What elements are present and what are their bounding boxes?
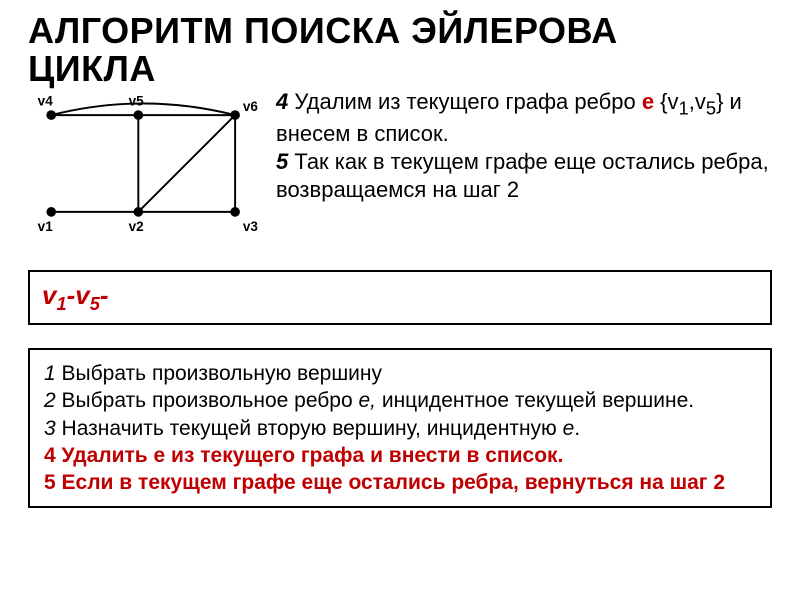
step-4-num: 4	[276, 89, 288, 114]
svg-text:v3: v3	[243, 219, 259, 234]
svg-text:v2: v2	[129, 219, 144, 234]
graph-diagram: v4 v5 v6 v1 v2 v3	[28, 88, 268, 238]
step-5-num: 5	[276, 149, 288, 174]
svg-text:v5: v5	[129, 93, 145, 108]
algorithm-box: 1 Выбрать произвольную вершину 2 Выбрать…	[28, 348, 772, 508]
step-5-text: 5 Так как в текущем графе еще остались р…	[276, 148, 772, 204]
title-line-1: АЛГОРИТМ ПОИСКА ЭЙЛЕРОВА	[28, 10, 618, 51]
top-section: v4 v5 v6 v1 v2 v3 4 Удалим из текущего графа …	[28, 88, 772, 238]
alg-step-4: 4 Удалить e из текущего графа и внести в…	[44, 442, 756, 469]
svg-text:v1: v1	[38, 219, 54, 234]
title-line-2: ЦИКЛА	[28, 48, 156, 89]
edge-e: e	[642, 89, 654, 114]
svg-text:v4: v4	[38, 93, 54, 108]
svg-text:v6: v6	[243, 99, 259, 114]
alg-step-5: 5 Если в текущем графе еще остались ребр…	[44, 469, 756, 496]
slide-title: АЛГОРИТМ ПОИСКА ЭЙЛЕРОВА ЦИКЛА	[28, 12, 618, 88]
step-explanation: 4 Удалим из текущего графа ребро e {v1,v…	[268, 88, 772, 238]
step-4-text: 4 Удалим из текущего графа ребро e {v1,v…	[276, 88, 772, 148]
alg-step-2: 2 Выбрать произвольное ребро e, инцидент…	[44, 387, 756, 414]
path-list-box: v1-v5-	[28, 270, 772, 325]
alg-step-3: 3 Назначить текущей вторую вершину, инци…	[44, 415, 756, 442]
alg-step-1: 1 Выбрать произвольную вершину	[44, 360, 756, 387]
